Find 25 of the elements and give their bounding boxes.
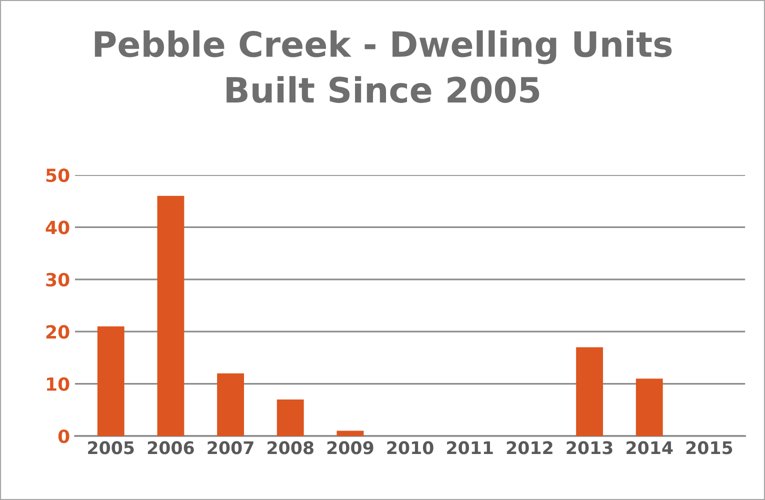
bar	[157, 196, 184, 436]
bar	[217, 373, 244, 436]
x-tick-label: 2013	[566, 441, 612, 454]
x-tick-label: 2009	[327, 441, 374, 454]
bar	[276, 399, 304, 436]
x-tick-label: 2012	[506, 441, 552, 454]
y-tick-label: 10	[47, 377, 70, 391]
chart-title: Pebble Creek - Dwelling Units Built Since 2005	[94, 30, 672, 103]
y-tick-label: 50	[46, 168, 70, 182]
bar	[97, 326, 124, 436]
x-tick-label: 2010	[387, 441, 434, 454]
x-tick-label: 2015	[686, 441, 732, 454]
bar	[336, 430, 364, 436]
bar	[576, 347, 604, 436]
x-tick-label: 2006	[148, 441, 194, 454]
y-tick-label: 20	[46, 325, 70, 339]
x-tick-label: 2007	[208, 441, 254, 454]
x-tick-label: 2011	[447, 441, 493, 454]
x-tick-label: 2008	[268, 441, 314, 454]
y-tick-label: 40	[46, 220, 70, 234]
x-tick-label: 2014	[626, 441, 673, 454]
y-tick-label: 30	[46, 272, 70, 287]
y-tick-label: 0	[58, 429, 70, 444]
bar	[636, 378, 663, 436]
x-tick-label: 2005	[88, 441, 134, 454]
